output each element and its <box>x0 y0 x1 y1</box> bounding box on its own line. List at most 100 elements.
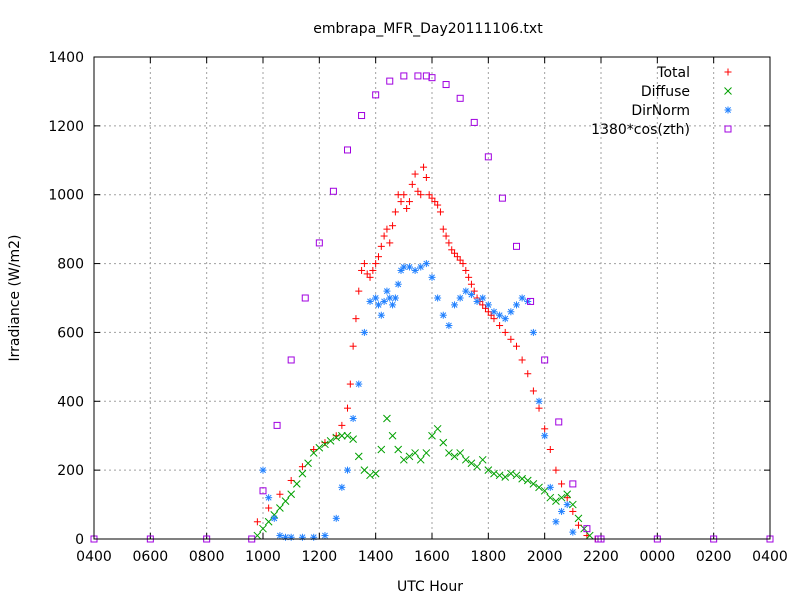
data-point <box>428 74 436 82</box>
x-tick-label: 0400 <box>752 549 788 565</box>
data-point <box>366 297 374 305</box>
data-point <box>518 474 526 483</box>
data-point <box>552 466 560 474</box>
data-point <box>411 449 419 457</box>
data-point <box>507 335 515 343</box>
data-point <box>360 260 368 268</box>
data-point <box>374 301 382 309</box>
data-point <box>352 315 360 323</box>
data-point <box>321 532 329 540</box>
data-point <box>439 438 448 447</box>
data-point <box>527 297 535 305</box>
data-point <box>366 471 374 480</box>
data-point <box>298 469 307 478</box>
data-point <box>405 263 413 271</box>
data-point <box>558 507 566 515</box>
chart-title: embrapa_MFR_Day20111106.txt <box>313 21 543 37</box>
data-point <box>400 72 408 80</box>
y-axis-label: Irradiance (W/m2) <box>7 235 23 362</box>
data-point <box>310 445 318 453</box>
data-point <box>529 387 537 395</box>
data-point <box>287 356 295 364</box>
legend-marker <box>724 125 732 133</box>
data-point <box>484 153 492 161</box>
data-point <box>394 280 402 288</box>
data-point <box>501 328 509 336</box>
data-point <box>546 483 554 491</box>
data-point <box>439 311 447 319</box>
data-point <box>540 486 549 495</box>
data-point <box>276 532 284 540</box>
legend-label: Total <box>656 65 690 81</box>
data-point <box>439 225 447 233</box>
data-point <box>507 308 515 316</box>
data-point <box>405 452 414 461</box>
data-point <box>372 91 380 99</box>
data-point <box>355 380 363 388</box>
data-point <box>433 424 442 433</box>
data-point <box>391 208 399 216</box>
data-point <box>253 518 261 526</box>
data-point <box>276 504 284 512</box>
data-point <box>383 225 391 233</box>
data-point <box>459 260 467 268</box>
data-point <box>405 198 413 206</box>
data-point <box>513 342 520 350</box>
data-point <box>411 170 419 178</box>
data-point <box>372 294 380 302</box>
data-point <box>490 315 498 323</box>
y-tick-label: 1000 <box>48 188 84 204</box>
data-point <box>383 414 391 423</box>
data-point <box>386 77 394 85</box>
data-point <box>546 445 554 453</box>
data-point <box>310 533 318 541</box>
data-point <box>513 301 520 309</box>
data-point <box>332 514 340 522</box>
data-point <box>484 466 493 474</box>
data-point <box>326 437 335 445</box>
data-point <box>338 421 346 429</box>
data-point <box>495 471 504 480</box>
y-tick-label: 1400 <box>48 50 84 66</box>
data-point <box>583 525 591 533</box>
x-tick-label: 1800 <box>471 549 507 565</box>
x-tick-label: 1000 <box>245 549 281 565</box>
data-point <box>321 440 329 449</box>
data-point <box>462 266 470 274</box>
data-point <box>523 476 532 485</box>
data-point <box>569 480 577 488</box>
data-point <box>479 294 487 302</box>
plot-frame <box>93 56 771 540</box>
data-point <box>417 191 425 199</box>
data-point <box>422 449 431 457</box>
data-point <box>372 260 380 268</box>
data-point <box>445 322 453 330</box>
data-point <box>484 301 492 309</box>
data-point <box>461 455 470 464</box>
data-point <box>397 198 405 206</box>
data-point <box>391 294 399 302</box>
data-point <box>388 431 397 440</box>
data-point <box>552 518 560 526</box>
data-point <box>434 294 442 302</box>
data-point <box>518 356 526 364</box>
data-point <box>354 452 363 461</box>
data-point <box>377 311 385 319</box>
data-point <box>467 280 475 288</box>
data-point <box>436 208 444 216</box>
data-point <box>259 487 267 495</box>
x-tick-label: 0400 <box>76 549 112 565</box>
data-point <box>276 490 284 498</box>
data-point <box>568 500 577 509</box>
data-point <box>360 328 368 336</box>
data-point <box>416 455 425 464</box>
data-point <box>574 514 583 523</box>
series-3 <box>90 72 774 543</box>
data-point <box>501 473 510 481</box>
data-point <box>569 507 577 515</box>
data-point <box>329 187 337 195</box>
data-point <box>264 517 273 526</box>
data-point <box>383 287 391 295</box>
data-point <box>456 94 464 102</box>
